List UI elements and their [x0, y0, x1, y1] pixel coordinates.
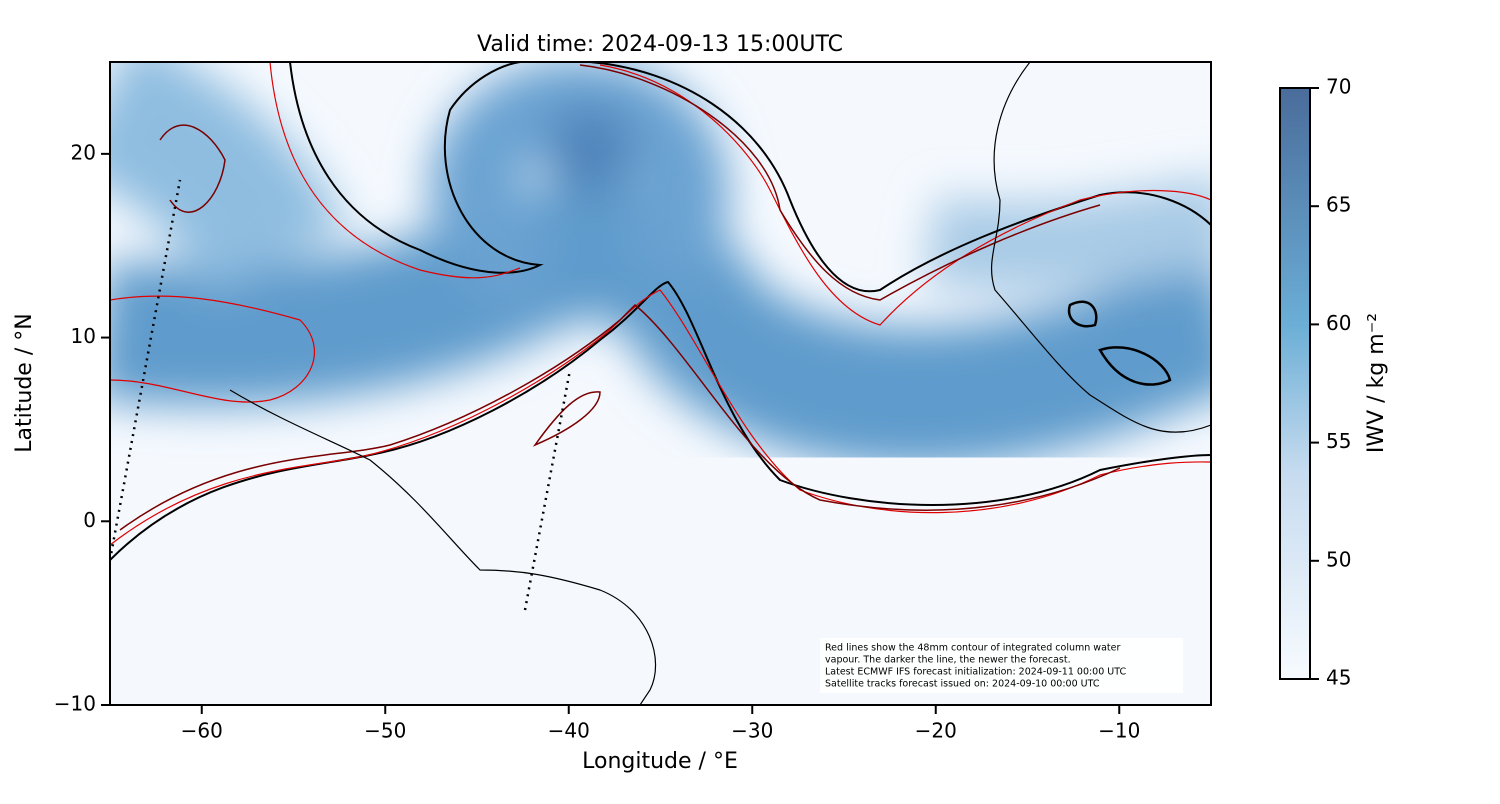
satellite-track — [110, 179, 182, 561]
x-axis-label: Longitude / °E — [582, 749, 738, 774]
y-tick-label: 10 — [71, 324, 96, 348]
x-tick-label: −60 — [181, 719, 223, 743]
colorbar-label: IWV / kg m⁻² — [1364, 313, 1389, 453]
colorbar-tick-label: 45 — [1326, 666, 1351, 690]
annotation-line: vapour. The darker the line, the newer t… — [825, 655, 1071, 666]
map-area — [110, 62, 1211, 705]
colorbar-tick-label: 55 — [1326, 429, 1351, 453]
y-axis-label: Latitude / °N — [12, 313, 37, 452]
x-tick-label: −30 — [731, 719, 773, 743]
satellite-track — [523, 369, 572, 611]
annotation-box — [820, 638, 1183, 693]
coastlines — [229, 62, 1211, 705]
colorbar-tick-label: 65 — [1326, 193, 1351, 217]
x-tick-label: −20 — [915, 719, 957, 743]
y-tick-label: 0 — [83, 508, 96, 532]
annotation-line: Satellite tracks forecast issued on: 202… — [825, 679, 1100, 690]
colorbar-tick-label: 60 — [1326, 311, 1351, 335]
colorbar — [1279, 87, 1311, 680]
annotation-line: Latest ECMWF IFS forecast initialization… — [825, 667, 1126, 678]
annotation-line: Red lines show the 48mm contour of integ… — [825, 643, 1120, 654]
x-tick-label: −50 — [364, 719, 406, 743]
colorbar-tick-label: 50 — [1326, 547, 1351, 571]
colorbar-tick-label: 70 — [1326, 75, 1351, 99]
y-tick-label: −10 — [54, 692, 96, 716]
y-tick-label: 20 — [71, 140, 96, 164]
x-tick-label: −40 — [548, 719, 590, 743]
annotation: Red lines show the 48mm contour of integ… — [825, 643, 1126, 690]
iwv-field — [110, 62, 1211, 468]
plot-frame — [109, 61, 1212, 706]
chart-title: Valid time: 2024-09-13 15:00UTC — [477, 32, 843, 57]
x-tick-label: −10 — [1098, 719, 1140, 743]
